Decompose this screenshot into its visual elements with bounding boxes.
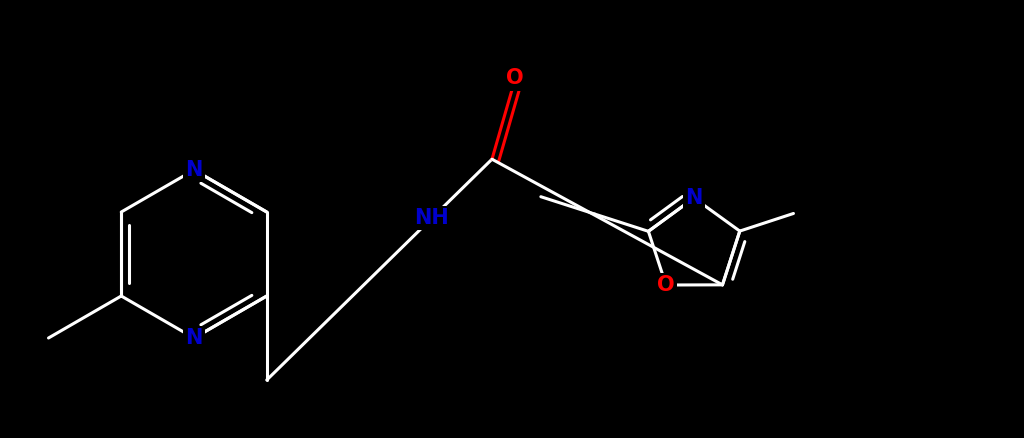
Text: N: N [185,160,203,180]
Text: O: O [507,68,524,88]
Text: NH: NH [415,208,450,228]
Text: O: O [657,275,675,295]
Text: N: N [685,188,702,208]
Text: N: N [185,328,203,348]
